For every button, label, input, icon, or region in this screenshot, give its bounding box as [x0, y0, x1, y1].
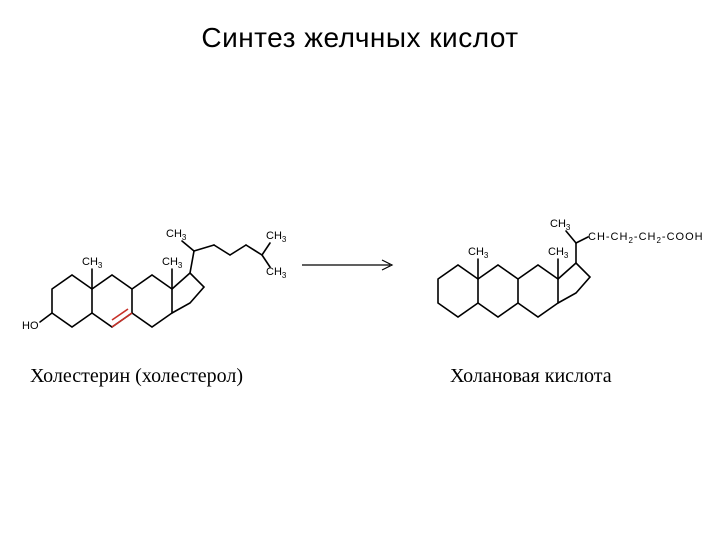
- molecule-cholanic-acid: CH3 CH3 CH3 CH-CH2-CH2-COOH: [410, 135, 710, 335]
- label-ch3-b-r: CH3: [548, 246, 569, 260]
- arrow-svg: [300, 257, 396, 273]
- label-ch3-a-r: CH3: [468, 246, 489, 260]
- label-side-chain-text: CH-CH2-CH2-COOH: [588, 231, 704, 245]
- cholanic-atom-labels: CH3 CH3 CH3 CH-CH2-CH2-COOH: [468, 218, 704, 260]
- cholanic-bonds: [438, 231, 590, 317]
- caption-cholanic-acid: Холановая кислота: [450, 365, 612, 388]
- cholesterol-svg: HO CH3 CH3 CH3 CH3 CH3: [20, 105, 290, 335]
- label-ch3-side-r2: CH3: [266, 266, 287, 280]
- label-ho: HO: [22, 320, 39, 332]
- cholesterol-double-bond: [112, 309, 132, 327]
- cholesterol-bonds: [40, 241, 270, 327]
- reaction-arrow: [300, 257, 396, 273]
- label-ch3-a: CH3: [82, 256, 103, 270]
- page-title: Синтез желчных кислот: [0, 22, 720, 54]
- label-ch3-b: CH3: [162, 256, 183, 270]
- cholesterol-atom-labels: HO CH3 CH3 CH3 CH3 CH3: [22, 228, 287, 332]
- label-ch3-side-r1: CH3: [266, 230, 287, 244]
- label-ch3-side-top-r: CH3: [550, 218, 571, 232]
- molecule-cholesterol: HO CH3 CH3 CH3 CH3 CH3: [20, 105, 290, 335]
- diagram-stage: Синтез желчных кислот: [0, 0, 720, 540]
- label-ch3-side-top: CH3: [166, 228, 187, 242]
- caption-cholesterol: Холестерин (холестерол): [30, 365, 243, 388]
- cholanic-svg: CH3 CH3 CH3 CH-CH2-CH2-COOH: [410, 135, 710, 335]
